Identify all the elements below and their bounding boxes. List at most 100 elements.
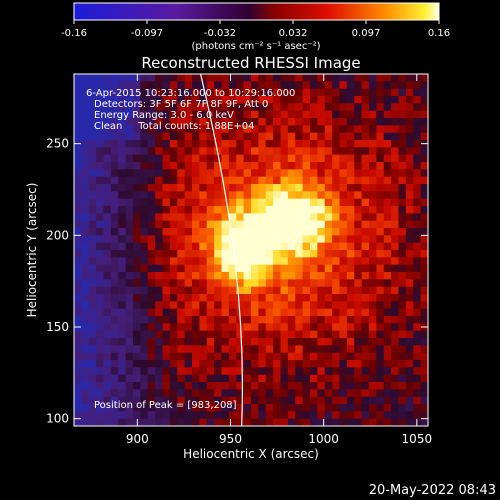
heatmap-pixel bbox=[96, 206, 105, 214]
heatmap-pixel bbox=[354, 301, 363, 310]
heatmap-pixel bbox=[324, 360, 333, 368]
heatmap-pixel bbox=[376, 81, 385, 90]
heatmap-pixel bbox=[251, 411, 259, 420]
heatmap-pixel bbox=[133, 162, 141, 170]
heatmap-pixel bbox=[155, 257, 164, 266]
heatmap-pixel bbox=[88, 294, 97, 302]
heatmap-pixel bbox=[354, 169, 363, 178]
heatmap-pixel bbox=[361, 367, 370, 376]
heatmap-pixel bbox=[265, 272, 274, 280]
heatmap-pixel bbox=[346, 272, 355, 280]
heatmap-pixel bbox=[391, 103, 400, 112]
heatmap-pixel bbox=[398, 154, 407, 163]
heatmap-pixel bbox=[199, 323, 208, 332]
heatmap-pixel bbox=[133, 103, 141, 112]
heatmap-pixel bbox=[398, 228, 407, 236]
heatmap-pixel bbox=[103, 411, 112, 420]
heatmap-pixel bbox=[140, 389, 149, 398]
heatmap-pixel bbox=[118, 154, 127, 163]
heatmap-pixel bbox=[287, 176, 296, 185]
heatmap-pixel bbox=[192, 338, 200, 346]
heatmap-pixel bbox=[110, 316, 119, 324]
heatmap-pixel bbox=[383, 250, 392, 258]
heatmap-pixel bbox=[280, 279, 289, 288]
heatmap-pixel bbox=[280, 88, 289, 97]
heatmap-pixel bbox=[265, 140, 274, 148]
heatmap-pixel bbox=[391, 96, 400, 104]
heatmap-pixel bbox=[302, 88, 311, 97]
heatmap-pixel bbox=[162, 367, 171, 376]
heatmap-pixel bbox=[110, 213, 119, 222]
heatmap-pixel bbox=[302, 235, 311, 244]
heatmap-pixel bbox=[155, 308, 164, 317]
heatmap-pixel bbox=[214, 345, 223, 354]
heatmap-pixel bbox=[125, 308, 134, 317]
heatmap-pixel bbox=[103, 418, 112, 426]
heatmap-pixel bbox=[147, 308, 156, 317]
heatmap-pixel bbox=[383, 367, 392, 376]
heatmap-pixel bbox=[383, 411, 392, 420]
heatmap-pixel bbox=[265, 235, 274, 244]
heatmap-pixel bbox=[162, 206, 171, 214]
heatmap-pixel bbox=[302, 382, 311, 390]
heatmap-pixel bbox=[118, 176, 127, 185]
heatmap-pixel bbox=[258, 154, 267, 163]
heatmap-pixel bbox=[383, 330, 392, 339]
heatmap-pixel bbox=[96, 235, 105, 244]
heatmap-pixel bbox=[110, 294, 119, 302]
heatmap-pixel bbox=[243, 352, 252, 361]
heatmap-pixel bbox=[206, 110, 215, 119]
heatmap-pixel bbox=[302, 125, 311, 134]
heatmap-pixel bbox=[251, 235, 259, 244]
heatmap-pixel bbox=[413, 206, 422, 214]
heatmap-pixel bbox=[103, 103, 112, 112]
heatmap-pixel bbox=[125, 213, 134, 222]
heatmap-pixel bbox=[287, 411, 296, 420]
heatmap-pixel bbox=[265, 323, 274, 332]
heatmap-pixel bbox=[103, 352, 112, 361]
heatmap-pixel bbox=[140, 118, 149, 126]
heatmap-pixel bbox=[147, 250, 156, 258]
heatmap-pixel bbox=[324, 169, 333, 178]
heatmap-pixel bbox=[133, 132, 141, 141]
heatmap-pixel bbox=[118, 323, 127, 332]
heatmap-pixel bbox=[147, 191, 156, 200]
heatmap-pixel bbox=[192, 228, 200, 236]
heatmap-pixel bbox=[354, 140, 363, 148]
heatmap-pixel bbox=[346, 96, 355, 104]
heatmap-pixel bbox=[346, 286, 355, 295]
heatmap-pixel bbox=[391, 264, 400, 273]
heatmap-pixel bbox=[243, 132, 252, 141]
heatmap-pixel bbox=[280, 118, 289, 126]
heatmap-pixel bbox=[354, 396, 363, 405]
heatmap-pixel bbox=[383, 154, 392, 163]
heatmap-pixel bbox=[273, 88, 282, 97]
heatmap-pixel bbox=[295, 250, 304, 258]
heatmap-pixel bbox=[413, 81, 422, 90]
heatmap-pixel bbox=[376, 279, 385, 288]
heatmap-pixel bbox=[332, 382, 341, 390]
heatmap-pixel bbox=[354, 389, 363, 398]
heatmap-pixel bbox=[96, 360, 105, 368]
heatmap-pixel bbox=[81, 235, 90, 244]
heatmap-pixel bbox=[96, 294, 105, 302]
heatmap-pixel bbox=[243, 206, 252, 214]
heatmap-pixel bbox=[295, 396, 304, 405]
heatmap-pixel bbox=[81, 96, 90, 104]
heatmap-pixel bbox=[273, 74, 282, 82]
heatmap-pixel bbox=[236, 286, 245, 295]
heatmap-pixel bbox=[81, 250, 90, 258]
heatmap-pixel bbox=[81, 74, 90, 82]
heatmap-pixel bbox=[346, 81, 355, 90]
heatmap-pixel bbox=[324, 396, 333, 405]
heatmap-pixel bbox=[125, 235, 134, 244]
heatmap-pixel bbox=[236, 169, 245, 178]
heatmap-pixel bbox=[177, 147, 186, 156]
heatmap-pixel bbox=[324, 374, 333, 383]
heatmap-pixel bbox=[88, 308, 97, 317]
heatmap-pixel bbox=[118, 184, 127, 192]
heatmap-pixel bbox=[324, 140, 333, 148]
heatmap-pixel bbox=[265, 330, 274, 339]
heatmap-pixel bbox=[243, 162, 252, 170]
heatmap-pixel bbox=[214, 279, 223, 288]
